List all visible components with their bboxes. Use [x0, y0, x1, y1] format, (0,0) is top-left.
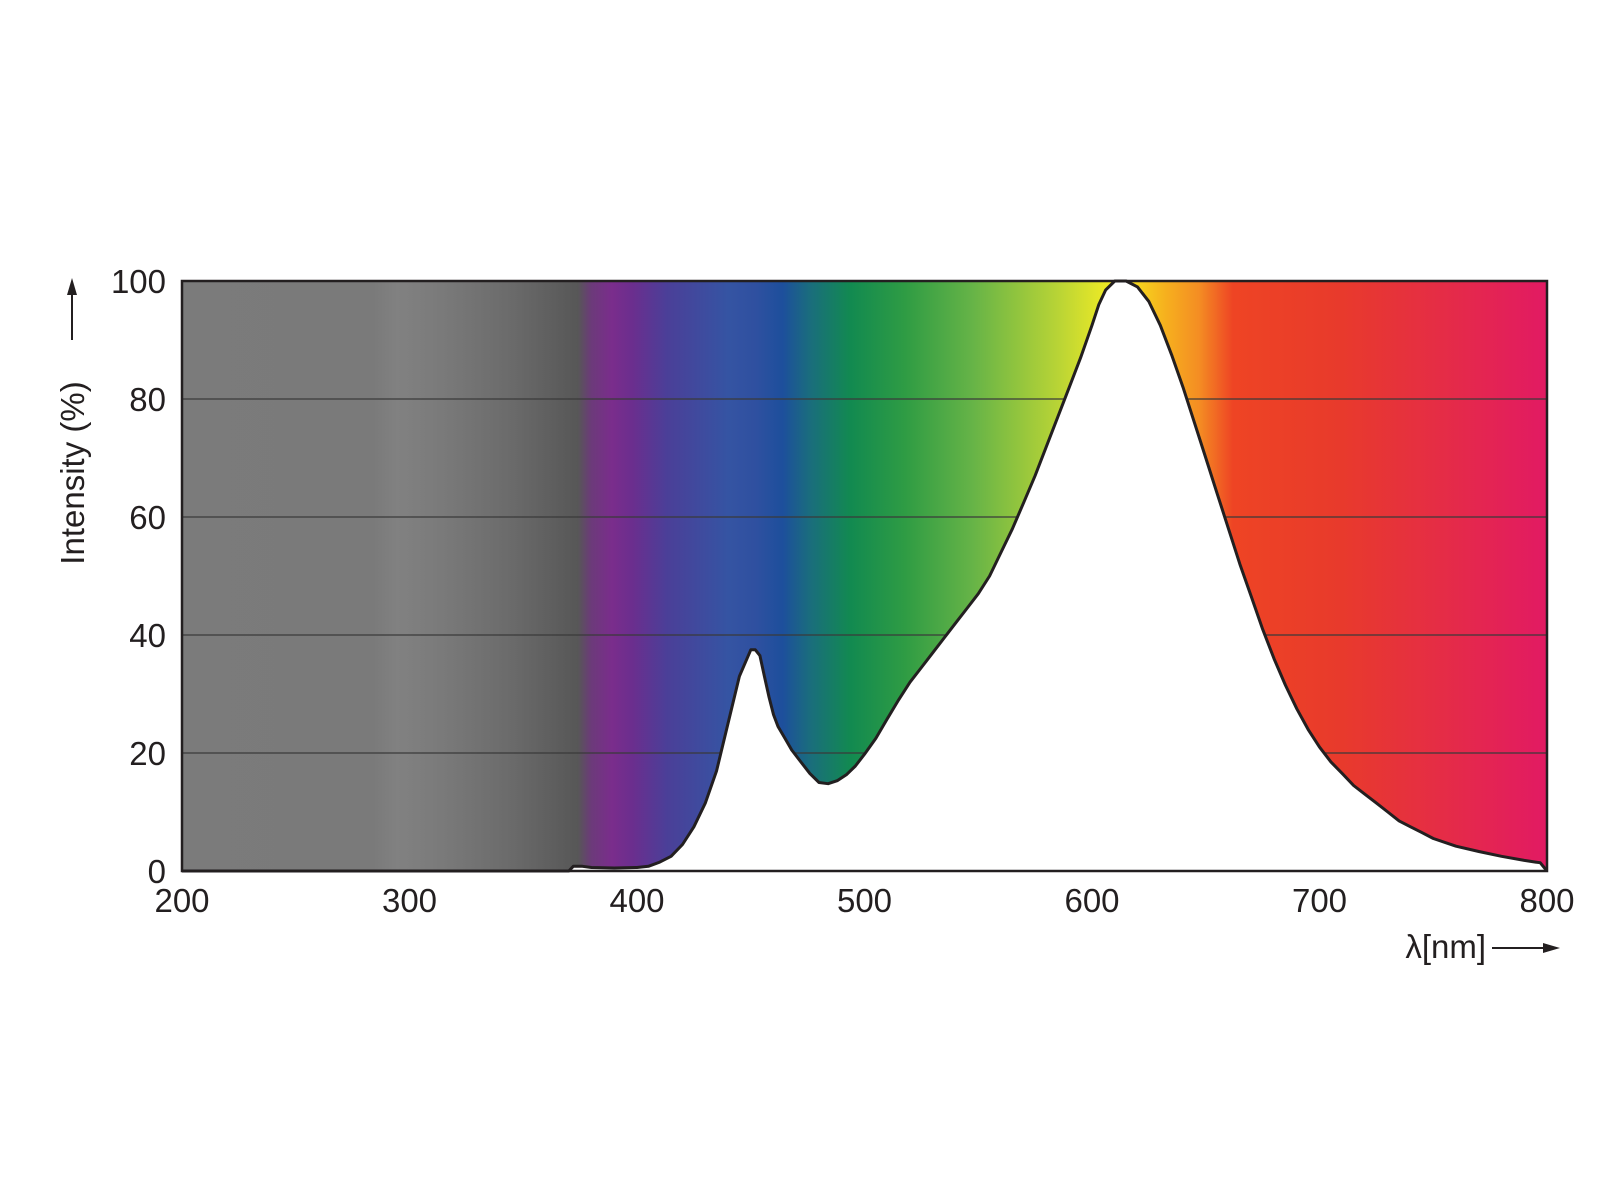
- y-tick-label: 0: [148, 853, 166, 890]
- x-tick-label: 400: [609, 882, 664, 919]
- x-tick-label: 800: [1519, 882, 1574, 919]
- spectrum-line: [182, 279, 1549, 873]
- x-axis-arrow-icon: [1543, 943, 1560, 953]
- x-axis-ticks: 200 300 400 500 600 700 800: [154, 882, 1574, 919]
- y-axis-arrow-icon: [67, 278, 77, 295]
- y-tick-label: 80: [129, 381, 166, 418]
- x-tick-label: 500: [837, 882, 892, 919]
- x-tick-label: 700: [1292, 882, 1347, 919]
- y-tick-label: 100: [111, 263, 166, 300]
- plot-frame: [180, 279, 1549, 873]
- y-tick-label: 20: [129, 735, 166, 772]
- y-tick-label: 40: [129, 617, 166, 654]
- y-tick-label: 60: [129, 499, 166, 536]
- y-axis-ticks: 0 20 40 60 80 100: [111, 263, 166, 890]
- y-axis-title-group: Intensity (%): [54, 278, 91, 565]
- spectrum-area: [182, 281, 1547, 871]
- x-tick-label: 300: [382, 882, 437, 919]
- x-axis-title-group: λ[nm]: [1405, 928, 1560, 965]
- y-axis-title: Intensity (%): [54, 381, 91, 564]
- x-tick-label: 600: [1064, 882, 1119, 919]
- x-tick-label: 200: [154, 882, 209, 919]
- x-axis-title: λ[nm]: [1405, 928, 1486, 965]
